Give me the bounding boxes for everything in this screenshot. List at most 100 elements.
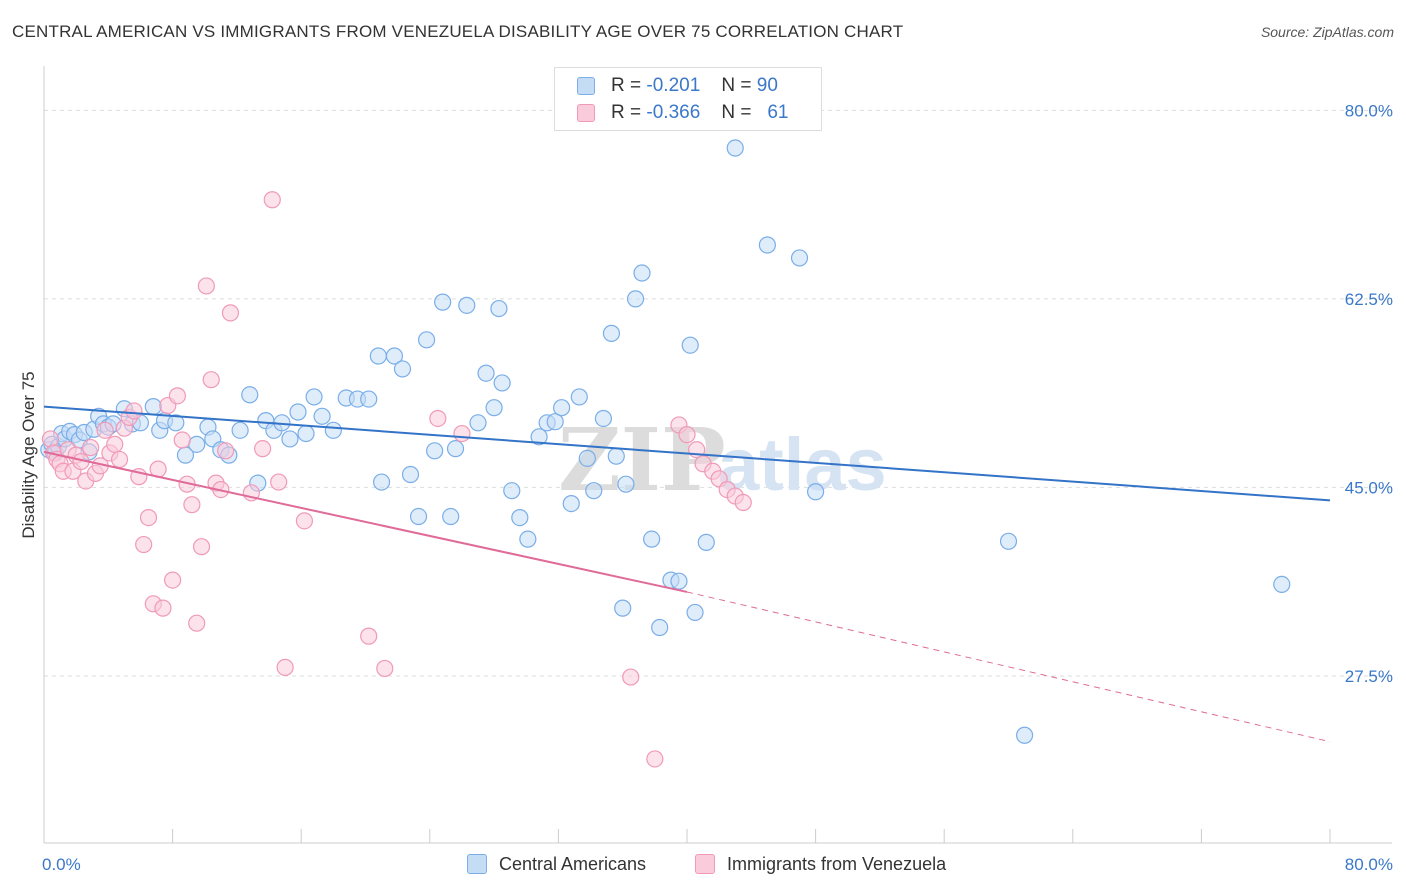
point-s0-44	[369, 347, 387, 365]
point-s1-32	[188, 614, 206, 632]
point-s1-49	[453, 424, 471, 443]
point-s0-40	[324, 421, 342, 439]
point-s0-54	[446, 440, 465, 458]
point-s0-79	[643, 530, 661, 548]
point-s1-50	[622, 668, 640, 686]
legend-n-label: N =	[721, 102, 752, 123]
chart-title: CENTRAL AMERICAN VS IMMIGRANTS FROM VENE…	[12, 22, 904, 41]
point-s0-66	[546, 413, 564, 431]
y-axis-label: Disability Age Over 75	[19, 371, 38, 538]
point-s0-24	[188, 435, 206, 453]
point-s0-22	[167, 414, 185, 432]
point-s1-0	[41, 430, 60, 448]
point-s0-55	[458, 296, 476, 314]
y-tick-label-0: 27.5%	[1345, 667, 1393, 686]
point-s0-84	[686, 603, 704, 622]
point-s1-44	[276, 658, 294, 676]
series-0	[40, 139, 1291, 744]
point-s0-61	[503, 482, 521, 500]
bottom-legend-swatch-blue	[467, 854, 487, 874]
point-s1-27	[164, 571, 182, 589]
series-1	[41, 191, 752, 768]
point-s0-59	[490, 299, 508, 318]
point-s0-78	[633, 264, 651, 282]
trend-line-1	[43, 450, 688, 593]
legend-swatch-pink	[577, 104, 595, 122]
point-s0-47	[393, 360, 412, 378]
point-s1-15	[106, 435, 124, 453]
point-s1-22	[139, 509, 158, 527]
point-s0-91	[1015, 726, 1034, 744]
point-s1-47	[376, 659, 394, 678]
point-s0-67	[553, 399, 571, 417]
point-s0-90	[999, 532, 1018, 550]
point-s1-29	[173, 431, 191, 449]
point-s0-64	[530, 428, 548, 446]
point-s1-43	[270, 473, 288, 491]
point-s0-89	[806, 483, 825, 501]
legend-n-value: 61	[767, 102, 789, 123]
point-s0-82	[670, 572, 688, 590]
bottom-legend-label: Central Americans	[499, 853, 647, 874]
point-s0-29	[231, 421, 249, 439]
point-s0-88	[790, 249, 809, 267]
point-s0-45	[372, 473, 391, 491]
bottom-legend-swatch-pink	[695, 854, 715, 874]
point-s0-86	[726, 139, 744, 157]
point-s1-45	[295, 512, 314, 530]
point-s1-35	[202, 371, 220, 389]
point-s0-72	[594, 409, 613, 428]
point-s0-68	[562, 494, 580, 513]
point-s0-49	[409, 507, 428, 526]
point-s0-92	[1273, 575, 1291, 594]
correlation-legend: R = -0.201 N = 90 R = -0.366 N = 61	[554, 67, 822, 131]
point-s1-16	[110, 450, 129, 469]
point-s1-41	[254, 440, 272, 458]
point-s0-48	[401, 465, 420, 484]
legend-row-central-americans: R = -0.201 N = 90	[577, 74, 778, 98]
point-s1-38	[217, 442, 235, 460]
legend-r-label: R =	[611, 75, 642, 96]
point-s0-50	[417, 331, 436, 349]
point-s0-39	[313, 407, 331, 425]
point-s0-76	[617, 475, 635, 493]
point-s1-10	[82, 438, 100, 457]
point-s0-58	[485, 399, 503, 417]
point-s0-80	[651, 618, 669, 637]
point-s1-39	[221, 304, 240, 322]
point-s1-51	[646, 750, 664, 768]
trend-line-0	[43, 405, 1331, 502]
point-s0-38	[305, 388, 323, 406]
legend-n-value: 90	[756, 75, 778, 96]
point-s0-56	[469, 414, 487, 432]
bottom-legend-label: Immigrants from Venezuela	[727, 853, 947, 874]
y-tick-label-3: 80.0%	[1345, 101, 1393, 120]
trend-lines	[43, 405, 1331, 743]
point-s0-77	[626, 290, 645, 308]
series-points	[40, 139, 1291, 768]
point-s0-36	[289, 403, 307, 421]
legend-r-label: R =	[611, 102, 642, 123]
point-s0-73	[602, 324, 621, 342]
tick-labels: 27.5% 45.0% 62.5% 80.0% 0.0% 80.0%	[42, 101, 1393, 874]
point-s0-69	[570, 388, 588, 406]
point-s1-42	[263, 191, 281, 209]
legend-n-label: N =	[721, 75, 752, 96]
legend-swatch-blue	[577, 77, 595, 95]
y-tick-label-1: 45.0%	[1345, 478, 1393, 497]
watermark-atlas: atlas	[718, 423, 887, 506]
bottom-legend-venezuela: Immigrants from Venezuela	[695, 852, 946, 876]
point-s0-62	[511, 509, 529, 527]
point-s0-53	[442, 507, 460, 526]
point-s0-63	[519, 530, 537, 548]
point-s1-60	[734, 493, 752, 512]
point-s0-70	[578, 449, 596, 467]
point-s0-43	[360, 390, 378, 408]
legend-r-value: -0.366	[646, 102, 701, 123]
point-s1-31	[183, 496, 201, 514]
trend-line-dashed-1	[686, 591, 1331, 743]
point-s0-46	[385, 347, 404, 365]
point-s0-52	[434, 293, 452, 311]
point-s0-75	[614, 599, 632, 617]
